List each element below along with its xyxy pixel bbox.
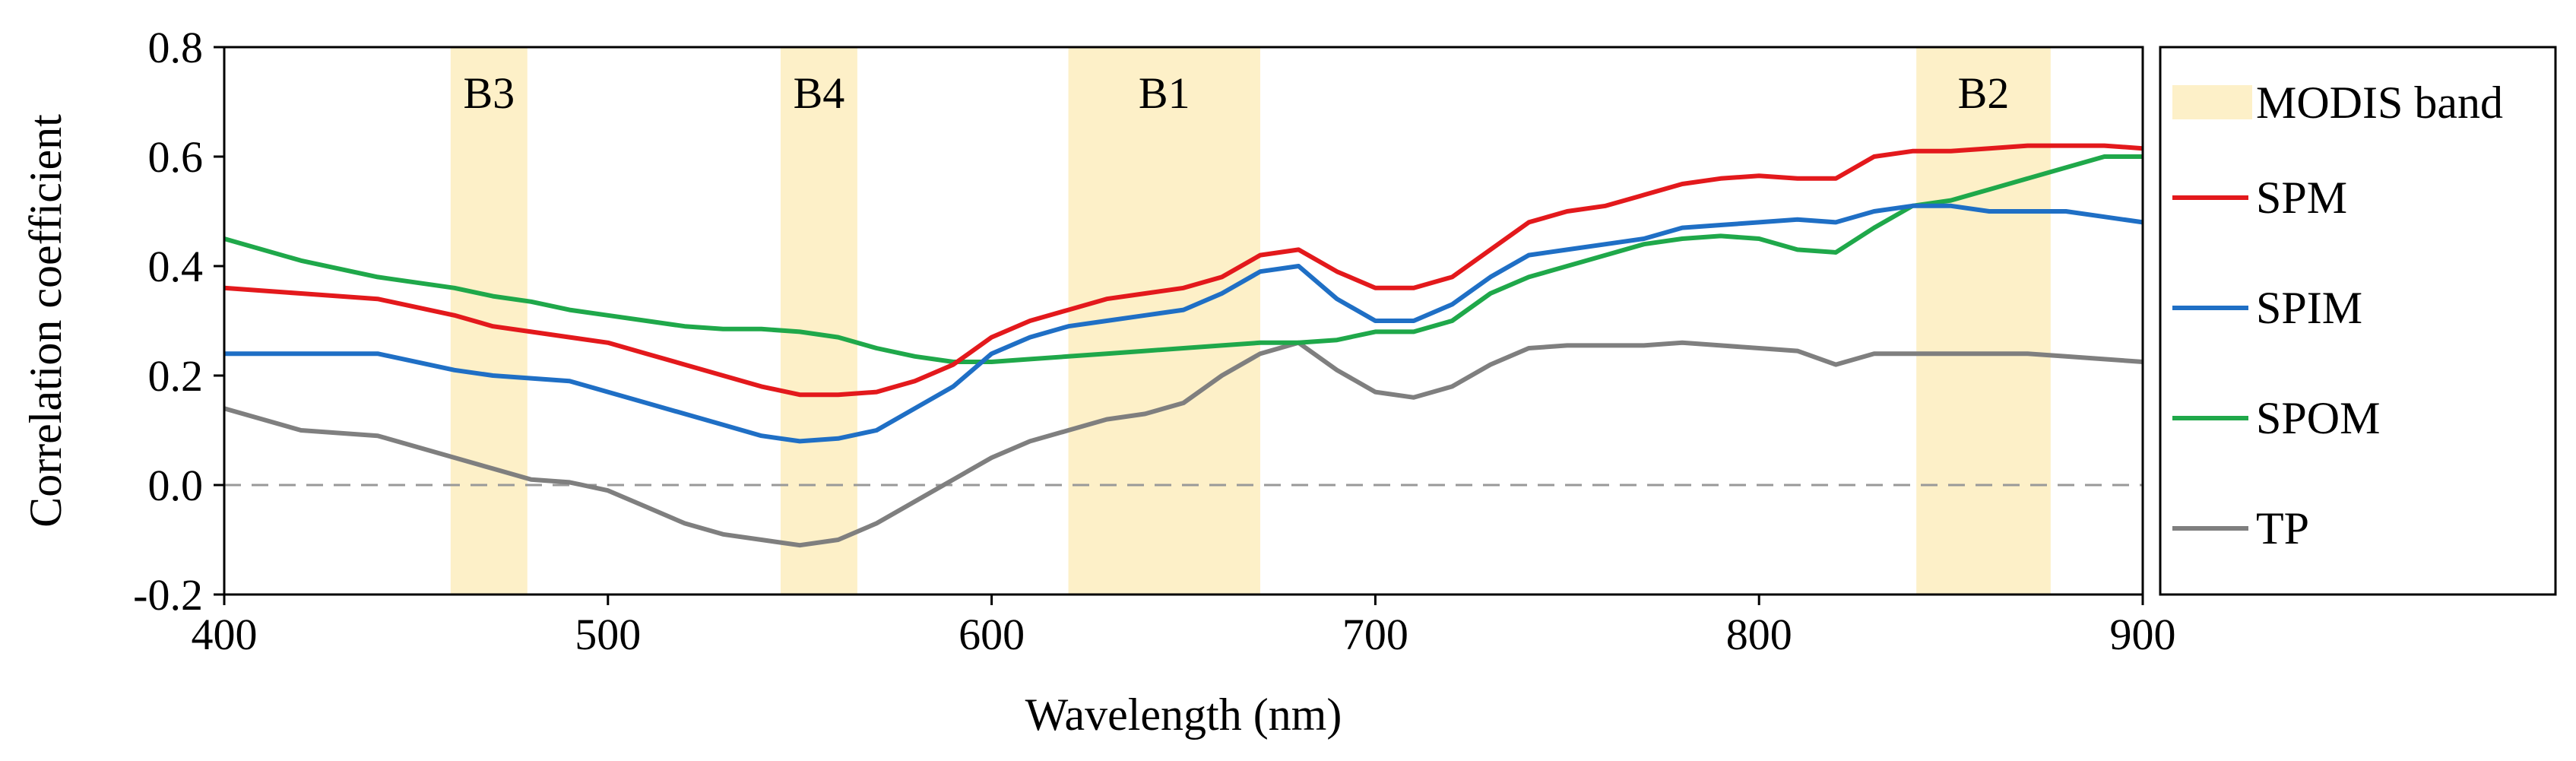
x-tick-label: 400 [192,610,258,659]
x-tick-label: 800 [1726,610,1792,659]
band-label-b4: B4 [794,68,845,118]
y-tick-label: 0.4 [148,242,204,291]
x-tick-label: 600 [958,610,1025,659]
legend-swatch-modis-band [2172,85,2252,119]
ticks-layer: 400 500 600 700 800 900 0.8 0.6 0.4 0.2 0.0 -0.2 [133,23,2175,659]
series-line-spm [223,143,2143,398]
x-tick-label: 900 [2110,610,2176,659]
x-axis-label: Wavelength (nm) [1025,690,1342,740]
series-line-tp [223,340,2143,548]
series-line-spom [223,154,2143,364]
legend-label-spm: SPM [2256,173,2347,223]
x-tick-label: 700 [1342,610,1408,659]
bands-layer: B3 B4 B1 B2 [450,47,2051,595]
modis-band-b4 [780,47,857,595]
series-layer [223,143,2143,548]
legend-series: SPM SPIM SPOM TP [2172,173,2380,553]
y-tick-label: 0.0 [148,461,204,510]
legend: MODIS band SPM SPIM SPOM TP [2159,46,2557,596]
band-label-b2: B2 [1958,68,2010,118]
y-axis-label: Correlation coefficient [21,114,71,528]
plot-border [223,46,2144,596]
band-label-b1: B1 [1139,68,1190,118]
legend-label-spim: SPIM [2256,283,2362,333]
y-tick-label: 0.6 [148,132,204,182]
y-tick-label: 0.8 [148,23,204,72]
legend-label-tp: TP [2256,503,2309,553]
modis-band-b3 [450,47,528,595]
legend-label-spom: SPOM [2256,393,2380,443]
plot-area: B3 B4 B1 B2 400 500 600 700 800 900 0.8 0.6 0.4 0.2 0… [133,23,2175,659]
legend-frame [2159,46,2557,596]
legend-label-modis-band: MODIS band [2256,78,2503,128]
x-tick-label: 500 [575,610,641,659]
band-label-b3: B3 [463,68,515,118]
y-tick-label: 0.2 [148,351,204,401]
y-tick-label: -0.2 [133,570,203,620]
series-line-spim [224,203,2143,444]
modis-band-b2 [1916,47,2051,595]
